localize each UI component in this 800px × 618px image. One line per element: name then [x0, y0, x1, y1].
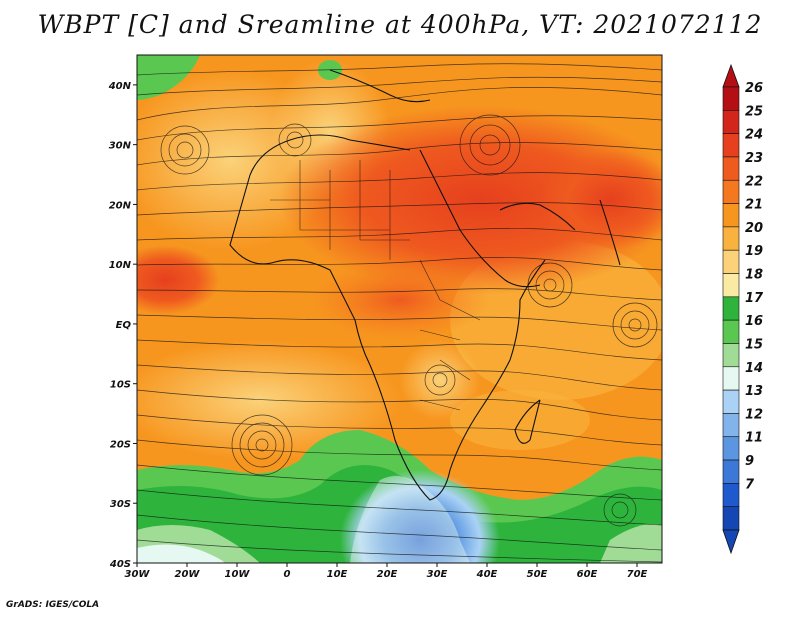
lat-tick-label: 40S — [109, 559, 131, 570]
lat-tick-label: 40N — [108, 81, 132, 92]
colorbar-top-arrow — [722, 63, 740, 88]
colorbar-label: 7 — [745, 477, 755, 492]
colorbar-box — [722, 366, 740, 391]
lon-tick-label: 0 — [284, 569, 291, 580]
colorbar-label: 25 — [745, 104, 763, 119]
colorbar-label: 17 — [745, 291, 764, 306]
colorbar-box — [722, 413, 740, 438]
lon-tick-label: 30E — [427, 569, 448, 580]
colorbar: 26 25 24 23 22 21 20 19 18 17 16 15 14 13 12 11 9 7 — [722, 63, 764, 555]
colorbar-box — [722, 296, 740, 321]
colorbar-label: 24 — [745, 128, 763, 143]
colorbar-box — [722, 273, 740, 298]
colorbar-box — [722, 319, 740, 344]
colorbar-bottom-arrow — [722, 529, 740, 555]
lat-tick-label: 30N — [109, 141, 132, 152]
lon-tick-label: 50E — [527, 569, 548, 580]
colorbar-label: 23 — [745, 151, 763, 166]
colorbar-box — [722, 203, 740, 228]
latitude-axis: 40N 30N 20N 10N EQ 10S 20S 30S 40S — [108, 81, 137, 570]
lon-tick-label: 60E — [577, 569, 598, 580]
colorbar-label: 15 — [745, 337, 763, 352]
lon-tick-label: 10E — [327, 569, 348, 580]
colorbar-label: 20 — [745, 221, 763, 236]
lon-tick-label: 40E — [476, 569, 498, 580]
lon-tick-label: 30W — [125, 569, 151, 580]
chart-title: WBPT [C] and Sreamline at 400hPa, VT: 20… — [37, 10, 763, 39]
colorbar-box — [722, 249, 740, 274]
colorbar-label: 26 — [745, 81, 763, 96]
colorbar-label: 21 — [745, 198, 763, 213]
lat-tick-label: EQ — [116, 320, 132, 331]
colorbar-box — [722, 86, 740, 111]
colorbar-box — [722, 506, 740, 531]
lat-tick-label: 30S — [110, 499, 131, 510]
lat-tick-label: 10S — [110, 380, 131, 391]
lat-tick-label: 20N — [109, 200, 132, 211]
colorbar-box — [722, 156, 740, 181]
colorbar-box — [722, 483, 740, 507]
colorbar-box — [722, 226, 740, 251]
colorbar-label: 9 — [745, 454, 754, 469]
colorbar-label: 19 — [745, 244, 763, 259]
plot-frame — [136, 54, 663, 564]
wbpt-field — [137, 55, 662, 563]
lon-tick-label: 20W — [175, 569, 201, 580]
colorbar-box — [722, 436, 740, 461]
colorbar-label: 18 — [745, 268, 763, 283]
colorbar-label: 13 — [745, 384, 763, 399]
longitude-axis: 30W 20W 10W 0 10E 20E 30E 40E 50E 60E 70E — [125, 563, 648, 580]
colorbar-box — [722, 133, 740, 158]
colorbar-label: 16 — [745, 314, 763, 329]
colorbar-box — [722, 179, 740, 204]
colorbar-box — [722, 459, 740, 484]
colorbar-label: 12 — [745, 407, 763, 422]
lon-tick-label: 20E — [377, 569, 398, 580]
lat-tick-label: 10N — [109, 260, 132, 271]
grads-credit: GrADS: IGES/COLA — [6, 600, 100, 610]
colorbar-box — [722, 389, 740, 414]
colorbar-label: 14 — [745, 361, 763, 376]
lon-tick-label: 10W — [225, 569, 251, 580]
colorbar-label: 22 — [745, 174, 763, 189]
lon-tick-label: 70E — [627, 569, 648, 580]
colorbar-box — [722, 343, 740, 368]
lat-tick-label: 20S — [110, 439, 131, 450]
colorbar-box — [722, 110, 740, 134]
colorbar-label: 11 — [745, 431, 763, 446]
